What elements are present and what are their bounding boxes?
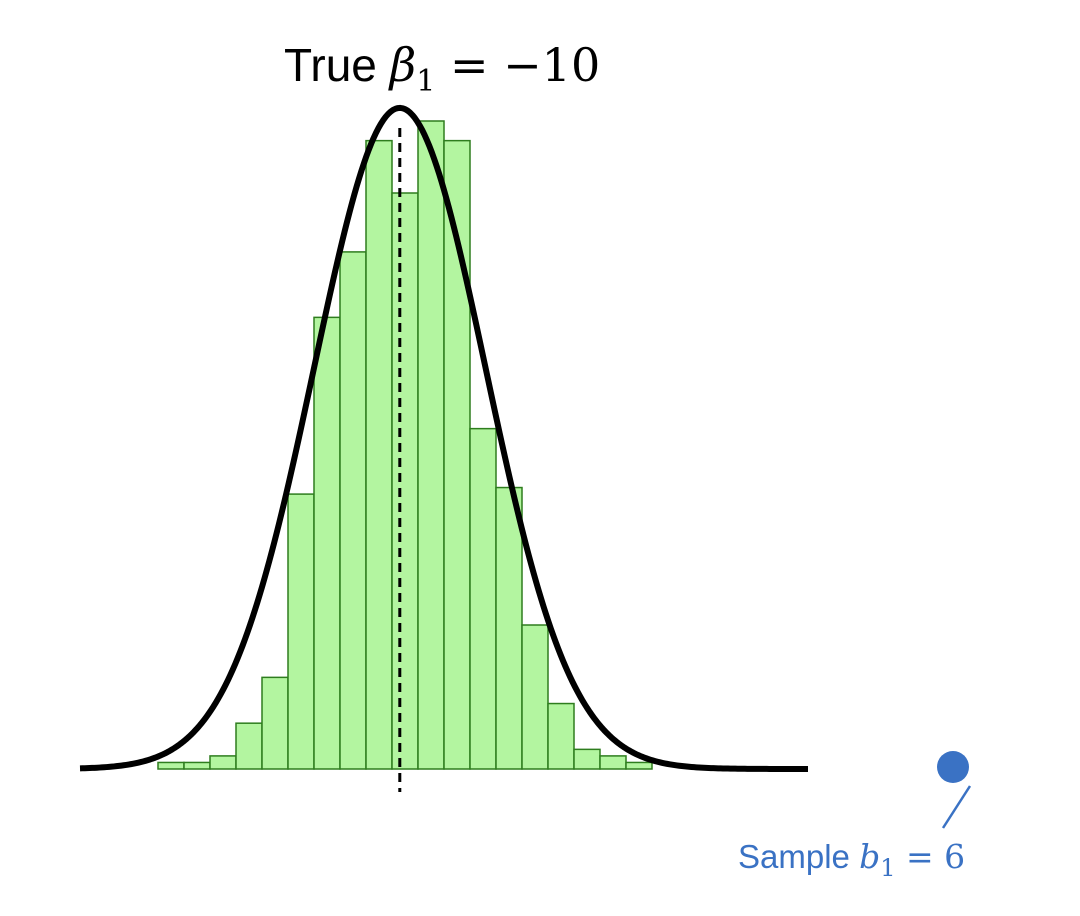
annotation-symbol: b — [859, 837, 880, 876]
histogram-bar — [313, 316, 341, 770]
sample-annotation: Sample b1 = 6 — [738, 751, 972, 882]
histogram-bar — [521, 624, 549, 770]
annotation-subscript: 1 — [880, 854, 895, 882]
annotation-leader-line — [941, 785, 972, 829]
histogram-bar — [417, 120, 445, 770]
title-relation: = −10 — [435, 38, 600, 92]
histogram-bar — [469, 427, 497, 770]
annotation-relation: = 6 — [895, 837, 965, 876]
histogram-bar — [339, 251, 367, 770]
histogram-bar — [157, 761, 185, 770]
histogram-bar — [261, 676, 289, 770]
title-symbol: β — [388, 38, 417, 92]
normal-curve — [79, 104, 809, 772]
annotation-prefix: Sample — [738, 838, 859, 875]
histogram-bar — [183, 761, 211, 770]
histogram-bar — [599, 755, 627, 770]
title-subscript: 1 — [416, 64, 435, 99]
histogram-bars — [157, 120, 653, 770]
histogram-bar — [391, 192, 419, 770]
title-prefix: True — [284, 39, 390, 91]
histogram-bar — [287, 493, 315, 770]
histogram-bar — [365, 139, 393, 770]
sample-point-marker — [937, 751, 969, 783]
histogram-bar — [235, 722, 263, 770]
histogram-bar — [573, 748, 601, 770]
histogram-bar — [547, 702, 575, 770]
chart-title: True β1 = −10 — [284, 38, 600, 99]
annotation-label: Sample b1 = 6 — [738, 837, 965, 882]
histogram-bar — [495, 486, 523, 770]
histogram-bar — [209, 755, 237, 770]
histogram-bar — [625, 761, 653, 770]
